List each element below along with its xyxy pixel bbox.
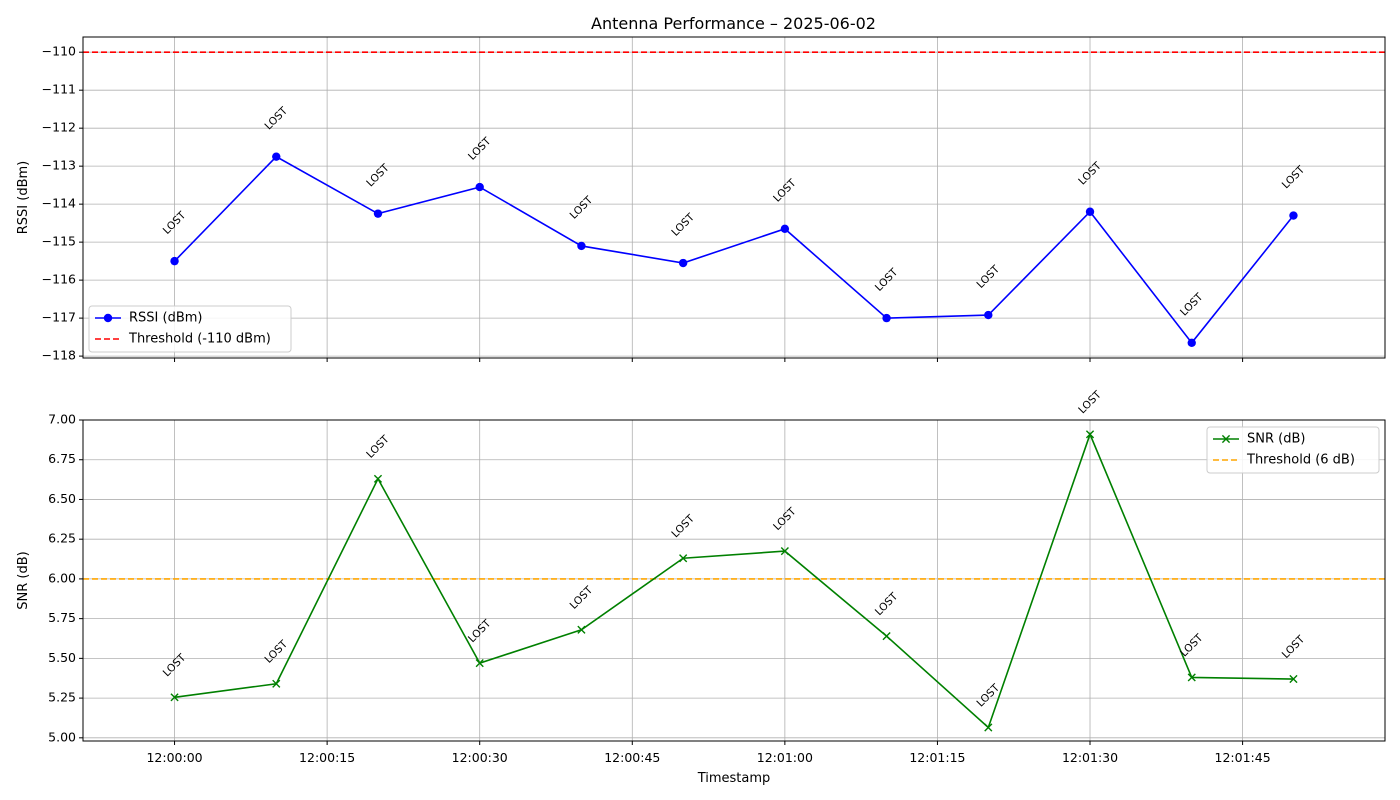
- y-tick-label: −117: [42, 310, 76, 325]
- data-point: [1289, 674, 1298, 684]
- y-axis-label: SNR (dB): [16, 551, 31, 609]
- y-tick-label: 6.00: [48, 570, 76, 585]
- data-point: [882, 632, 891, 641]
- data-point: [272, 152, 281, 161]
- data-point: [882, 313, 891, 323]
- x-axis-label: Timestamp: [697, 771, 771, 786]
- y-tick-label: −118: [42, 348, 76, 363]
- data-point: [170, 693, 179, 702]
- figure-title: Antenna Performance – 2025-06-02: [591, 14, 876, 33]
- series-line: [173, 155, 1295, 345]
- y-tick-label: −110: [42, 44, 76, 59]
- legend-series-label: RSSI (dBm): [129, 311, 202, 326]
- data-point: [1289, 211, 1298, 220]
- axes-frame: [82, 419, 1386, 742]
- y-tick-label: −116: [42, 272, 76, 287]
- grid-lines: [83, 37, 1385, 358]
- data-point: [373, 474, 383, 483]
- y-tick-label: 5.50: [48, 650, 76, 665]
- legend-series-marker: [103, 313, 113, 323]
- data-point: [373, 209, 383, 218]
- legend-series-label: SNR (dB): [1247, 432, 1305, 447]
- y-axis-label: RSSI (dBm): [16, 161, 31, 234]
- data-point: [577, 625, 586, 634]
- data-point: [678, 258, 688, 268]
- data-point: [475, 659, 484, 668]
- legend-threshold-label: Threshold (6 dB): [1246, 453, 1355, 468]
- y-tick-label: 6.50: [48, 491, 76, 506]
- data-point: [1187, 673, 1196, 682]
- axes-frame: [82, 36, 1386, 359]
- y-tick-label: 5.75: [48, 610, 76, 625]
- data-point: [1187, 338, 1196, 348]
- data-point: [679, 554, 688, 563]
- x-tick-label: 12:01:15: [909, 750, 965, 765]
- x-tick-label: 12:01:45: [1215, 750, 1271, 765]
- data-point: [984, 723, 993, 732]
- legend-box: [1206, 426, 1380, 474]
- data-point: [170, 256, 179, 266]
- data-point: [1085, 207, 1095, 216]
- y-tick-label: 7.00: [48, 412, 76, 427]
- x-tick-label: 12:00:30: [452, 750, 508, 765]
- x-tick-label: 12:00:15: [299, 750, 355, 765]
- legend-series-marker: [1221, 434, 1231, 444]
- data-point: [984, 310, 993, 320]
- grid-lines: [83, 419, 1385, 741]
- y-tick-label: −111: [42, 82, 76, 97]
- y-tick-label: 5.00: [48, 729, 76, 744]
- y-tick-label: 6.25: [48, 531, 76, 546]
- legend-box: [88, 305, 292, 353]
- data-point: [272, 679, 281, 688]
- y-tick-label: −112: [42, 120, 76, 135]
- y-tick-label: −114: [42, 196, 76, 211]
- data-point: [475, 182, 484, 192]
- series-line: [174, 432, 1294, 729]
- y-tick-label: −115: [42, 234, 76, 249]
- y-tick-label: −113: [42, 158, 76, 173]
- data-point: [780, 224, 790, 234]
- y-tick-label: 5.25: [48, 690, 76, 705]
- x-tick-label: 12:00:45: [604, 750, 660, 765]
- data-point: [577, 241, 586, 251]
- data-point: [780, 547, 789, 556]
- x-tick-label: 12:01:00: [757, 750, 813, 765]
- data-point: [1085, 430, 1095, 439]
- legend-threshold-label: Threshold (-110 dBm): [128, 332, 271, 347]
- y-tick-label: 6.75: [48, 451, 76, 466]
- x-tick-label: 12:00:00: [146, 750, 202, 765]
- legend: RSSI (dBm) Threshold (-110 dBm): [88, 305, 292, 353]
- legend: SNR (dB) Threshold (6 dB): [1206, 426, 1380, 474]
- x-tick-label: 12:01:30: [1062, 750, 1118, 765]
